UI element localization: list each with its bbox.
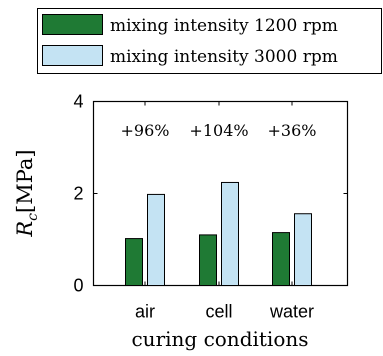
y-axis-label-main: R bbox=[13, 221, 37, 238]
y-tick-label-2: 4 bbox=[73, 92, 83, 112]
bars bbox=[125, 181, 312, 287]
y-axis-label: Rc[MPa] bbox=[13, 149, 41, 237]
bar-cell-1200 bbox=[199, 234, 217, 286]
legend-label-1200: mixing intensity 1200 rpm bbox=[110, 16, 338, 36]
x-tick-label-air: air bbox=[135, 302, 155, 322]
bar-air-1200 bbox=[125, 238, 143, 286]
bar-air-3000 bbox=[147, 193, 165, 286]
bar-water-3000 bbox=[294, 213, 312, 287]
x-tick-label-cell: cell bbox=[205, 302, 232, 322]
legend-label-3000: mixing intensity 3000 rpm bbox=[110, 47, 338, 67]
bar-water-1200 bbox=[272, 232, 290, 287]
x-axis-ticks: air cell water bbox=[135, 101, 314, 322]
x-tick-label-water: water bbox=[269, 302, 314, 322]
x-axis-label: curing conditions bbox=[131, 327, 308, 351]
bar-cell-3000 bbox=[221, 181, 239, 287]
percentage-annotations: +96% +104% +36% bbox=[121, 121, 317, 140]
legend: mixing intensity 1200 rpm mixing intensi… bbox=[37, 8, 382, 74]
y-axis-label-sub: c bbox=[25, 213, 41, 221]
legend-swatch-3000 bbox=[42, 45, 103, 66]
annotation-water: +36% bbox=[268, 121, 317, 140]
y-tick-label-0: 0 bbox=[73, 276, 83, 296]
annotation-cell: +104% bbox=[189, 121, 248, 140]
y-axis-ticks: 0 2 4 bbox=[73, 92, 348, 296]
y-tick-label-1: 2 bbox=[73, 184, 83, 204]
y-axis-label-unit: [MPa] bbox=[13, 149, 37, 213]
annotation-air: +96% bbox=[121, 121, 170, 140]
legend-swatch-1200 bbox=[42, 14, 103, 35]
